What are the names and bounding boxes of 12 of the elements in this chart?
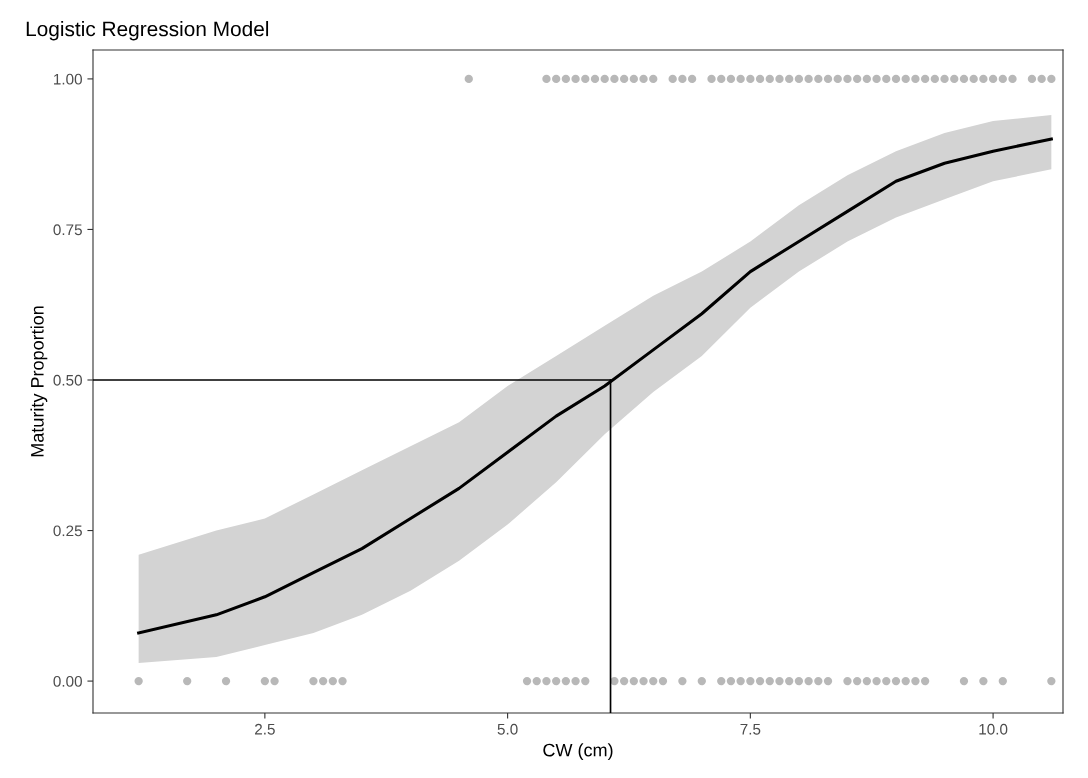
x-tick-label: 2.5 xyxy=(255,723,275,735)
y-tick-label: 0.75 xyxy=(53,224,82,236)
x-tick-label: 10.0 xyxy=(979,723,1008,735)
x-tick-label: 5.0 xyxy=(497,723,518,735)
y-tick-label: 1.00 xyxy=(54,73,82,85)
x-tick-label: 7.5 xyxy=(740,723,761,735)
chart-title: Logistic Regression Model xyxy=(26,21,269,41)
y-tick-label: 0.25 xyxy=(53,525,82,537)
y-tick-label: 0.50 xyxy=(53,374,82,386)
y-tick-label: 0.00 xyxy=(53,675,82,687)
x-axis-title: CW (cm) xyxy=(543,743,613,761)
y-axis-title: Maturity Proportion xyxy=(30,306,48,457)
